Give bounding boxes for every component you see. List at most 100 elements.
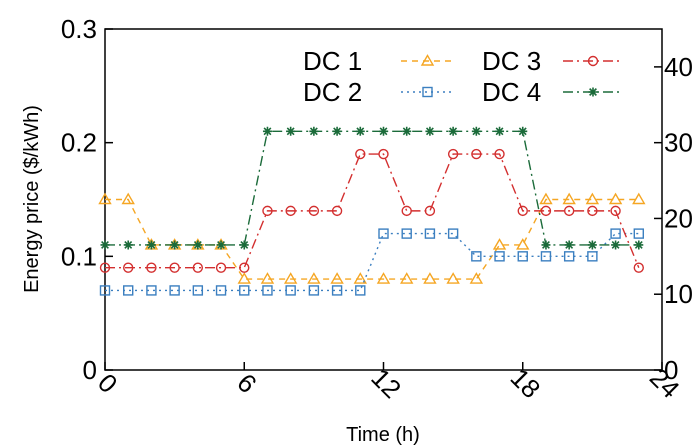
x-tick-label: 24	[644, 362, 686, 404]
data-point	[376, 272, 391, 284]
data-point	[216, 240, 226, 250]
data-point	[494, 251, 505, 262]
data-point	[516, 238, 530, 250]
series-line	[105, 198, 639, 280]
data-point	[285, 285, 296, 296]
legend-label: DC 3	[482, 46, 541, 76]
data-point	[215, 285, 227, 296]
data-point	[332, 126, 342, 136]
x-axis-ticks: 0 6 12 18 24	[92, 362, 686, 404]
y-tick-label: 0.1	[61, 241, 97, 271]
data-point	[587, 205, 598, 217]
data-point	[447, 148, 459, 160]
data-point	[448, 126, 458, 136]
series-4	[100, 126, 644, 250]
data-point	[309, 126, 319, 136]
series-3	[99, 148, 644, 273]
data-point	[169, 285, 180, 296]
data-point	[355, 148, 366, 160]
data-point	[123, 240, 133, 250]
series-line	[105, 232, 639, 292]
series-1	[98, 192, 646, 284]
x-tick-label: 12	[365, 362, 407, 404]
data-point	[424, 205, 436, 217]
legend-item: DC 4	[482, 77, 623, 107]
data-point	[517, 205, 528, 217]
data-point	[469, 272, 484, 284]
data-point	[215, 262, 227, 273]
data-point	[286, 126, 296, 136]
data-point	[99, 285, 111, 296]
data-point	[585, 192, 600, 205]
data-point	[237, 272, 251, 284]
legend-item: DC 2	[303, 77, 454, 107]
data-point	[495, 126, 505, 136]
series-2	[99, 228, 644, 296]
data-point	[146, 285, 157, 296]
data-point	[283, 272, 298, 284]
data-point	[540, 205, 552, 217]
legend-item: DC 1	[303, 46, 454, 76]
data-point	[563, 251, 575, 262]
data-point	[146, 240, 156, 250]
data-point	[99, 262, 111, 273]
data-point	[121, 192, 135, 205]
data-point	[587, 240, 597, 250]
legend-label: DC 1	[303, 46, 362, 76]
y2-tick-label: 40	[664, 52, 693, 82]
data-point	[402, 126, 412, 136]
data-point	[446, 272, 460, 284]
data-point	[492, 238, 507, 250]
data-point	[260, 272, 275, 284]
data-point	[123, 262, 134, 273]
legend-label: DC 2	[303, 77, 362, 107]
data-point	[378, 148, 389, 160]
y-tick-label: 0.2	[61, 128, 97, 158]
y-tick-label: 0.3	[61, 14, 97, 44]
data-point	[423, 272, 437, 284]
data-point	[587, 55, 599, 67]
data-point	[633, 262, 644, 273]
legend: DC 1DC 2 DC 3DC 4	[303, 46, 623, 107]
y-axis-ticks: 0 0.1 0.2 0.3	[61, 14, 113, 385]
data-point	[285, 205, 296, 217]
data-point	[123, 285, 134, 296]
y2-tick-label: 30	[664, 128, 693, 158]
y2-tick-label: 20	[664, 203, 693, 233]
data-point	[539, 192, 553, 205]
data-point	[307, 272, 321, 284]
y-tick-label: 0	[83, 355, 97, 385]
data-point	[262, 285, 273, 296]
y2-axis-ticks: 0 10 20 30 40	[654, 52, 693, 385]
data-point	[355, 285, 366, 296]
series-layer	[98, 126, 646, 296]
data-point	[379, 126, 388, 136]
data-point	[424, 228, 436, 239]
data-point	[633, 228, 644, 239]
data-point	[353, 272, 368, 284]
data-point	[169, 262, 180, 273]
data-point	[632, 192, 646, 205]
data-point	[100, 240, 110, 250]
data-point	[541, 240, 551, 250]
data-point	[355, 126, 365, 136]
data-point	[425, 126, 435, 136]
y-axis-label: Energy price ($/kWh)	[21, 105, 43, 293]
data-point	[634, 240, 644, 250]
data-point	[587, 251, 598, 262]
data-point	[611, 240, 621, 250]
data-point	[494, 148, 505, 160]
data-point	[562, 192, 576, 205]
data-point	[610, 205, 621, 217]
y2-tick-label: 10	[664, 279, 693, 309]
data-point	[588, 87, 598, 97]
data-point	[447, 228, 459, 239]
data-point	[399, 272, 414, 284]
data-point	[331, 285, 343, 296]
data-point	[378, 228, 389, 239]
data-point	[330, 272, 344, 284]
data-point	[608, 192, 623, 205]
x-axis-label: Time (h)	[346, 424, 420, 446]
data-point	[239, 262, 250, 273]
